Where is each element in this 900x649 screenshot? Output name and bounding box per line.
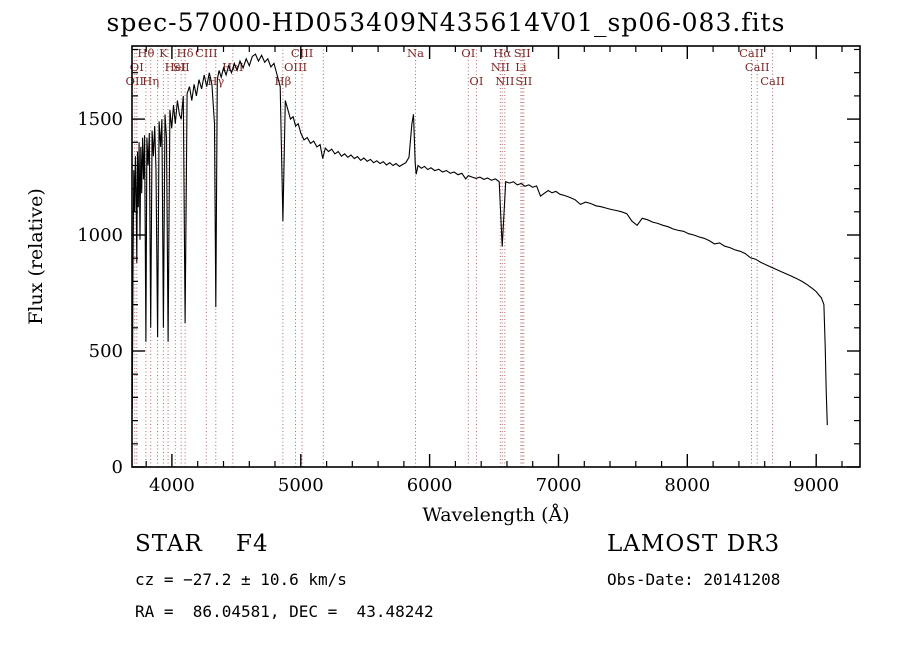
spectral-line-label: SII bbox=[514, 46, 531, 60]
x-tick-label: 7000 bbox=[536, 475, 582, 496]
x-tick-label: 9000 bbox=[793, 475, 839, 496]
spectral-line-label: OI bbox=[130, 60, 144, 74]
spectrum-line bbox=[131, 53, 828, 426]
object-class-label: STAR F4 bbox=[135, 531, 269, 557]
plot-title: spec-57000-HD053409N435614V01_sp06-083.f… bbox=[106, 8, 786, 37]
x-tick-label: 6000 bbox=[407, 475, 453, 496]
spectral-line-label: OI bbox=[461, 46, 475, 60]
cz-value: cz = −27.2 ± 10.6 km/s bbox=[135, 570, 347, 589]
x-tick-label: 8000 bbox=[664, 475, 710, 496]
spectral-line-label: OII bbox=[126, 74, 145, 88]
spectral-line-label: Hη bbox=[142, 74, 159, 88]
spectral-line-label: Na bbox=[407, 46, 424, 60]
spectral-line-label: Hδ bbox=[177, 46, 194, 60]
x-tick-label: 5000 bbox=[278, 475, 324, 496]
obs-date: Obs-Date: 20141208 bbox=[607, 570, 781, 589]
spectral-line-label: Li bbox=[515, 60, 527, 74]
y-tick-label: 500 bbox=[89, 341, 123, 362]
ra-dec-value: RA = 86.04581, DEC = 43.48242 bbox=[135, 602, 434, 621]
x-tick-label: 4000 bbox=[149, 475, 195, 496]
spectral-line-label: CaII bbox=[739, 46, 764, 60]
spectral-line-label: SII bbox=[515, 74, 532, 88]
y-tick-label: 0 bbox=[112, 457, 123, 478]
spectral-line-label: CaII bbox=[745, 60, 770, 74]
spectral-line-label: SII bbox=[173, 60, 190, 74]
spectral-line-label: K bbox=[159, 46, 168, 60]
spectral-line-label: Hα bbox=[493, 46, 511, 60]
y-axis-label: Flux (relative) bbox=[25, 188, 47, 325]
spectral-line-label: Hβ bbox=[275, 74, 292, 88]
y-tick-label: 1000 bbox=[77, 225, 123, 246]
spectral-line-label: CIII bbox=[195, 46, 217, 60]
spectral-line-label: CaII bbox=[760, 74, 785, 88]
spectral-line-label: OI bbox=[469, 74, 483, 88]
spectral-line-label: CIII bbox=[291, 46, 313, 60]
spectral-line-label: HeI bbox=[165, 60, 186, 74]
spectral-line-label: Hθ bbox=[137, 46, 154, 60]
spectral-line-label: NII bbox=[491, 60, 510, 74]
plot-frame bbox=[131, 45, 861, 468]
survey-name: LAMOST DR3 bbox=[607, 531, 781, 557]
spectral-line-label: NII bbox=[495, 74, 514, 88]
y-tick-label: 1500 bbox=[77, 109, 123, 130]
x-axis-label: Wavelength (Å) bbox=[422, 504, 569, 526]
spectral-line-label: OIII bbox=[284, 60, 307, 74]
